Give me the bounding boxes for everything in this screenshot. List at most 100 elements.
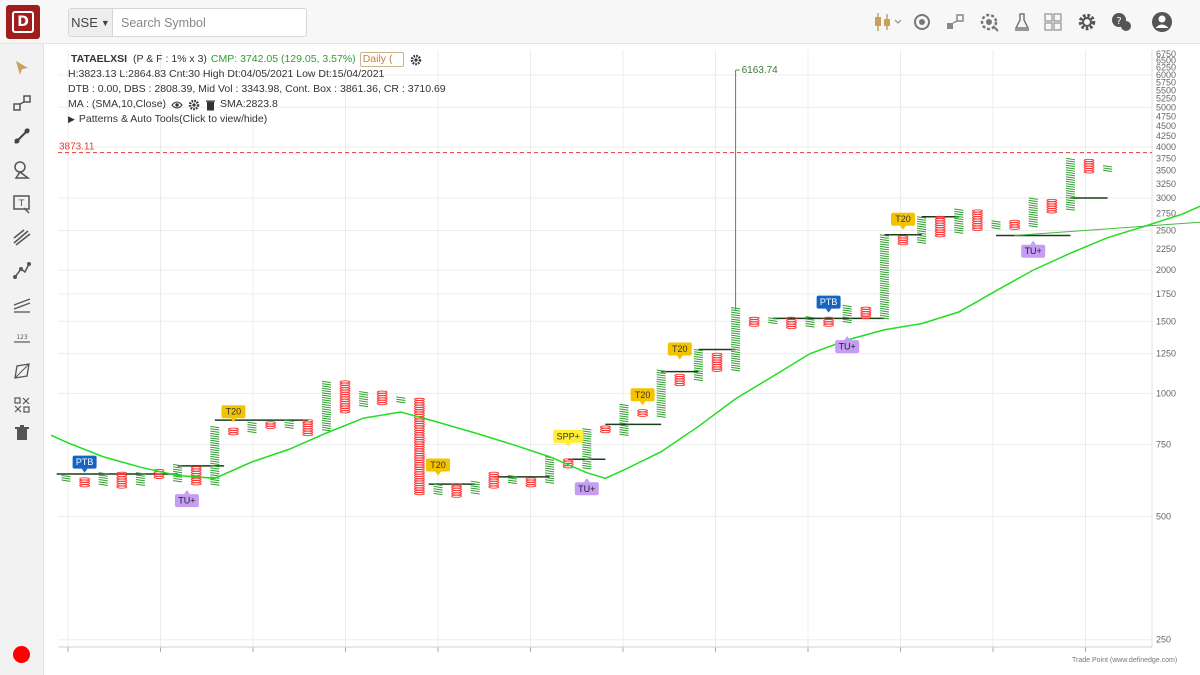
hide-drawings-icon[interactable] bbox=[10, 393, 34, 417]
x-mark bbox=[1065, 160, 1075, 163]
x-mark bbox=[135, 476, 145, 480]
o-column bbox=[376, 390, 388, 406]
x-mark bbox=[693, 376, 703, 379]
pointer-cursor-icon[interactable] bbox=[10, 56, 34, 80]
record-indicator[interactable] bbox=[13, 646, 30, 663]
x-mark bbox=[321, 390, 331, 393]
badge-label: TU+ bbox=[1025, 246, 1042, 256]
ma-settings-gear-icon[interactable] bbox=[188, 99, 200, 111]
x-mark bbox=[693, 360, 703, 363]
text-tool-icon[interactable]: T bbox=[10, 192, 34, 216]
x-mark bbox=[210, 432, 220, 436]
chart-area[interactable]: 6750 6500 6250 6000 5750 5500 5250 5000 4750 4500… bbox=[44, 44, 1200, 675]
x-mark bbox=[879, 259, 889, 262]
ma-row: MA : (SMA,10,Close) SMA:2823.8 bbox=[68, 97, 446, 112]
pitchfork-tool-icon[interactable] bbox=[10, 225, 34, 249]
x-mark bbox=[879, 310, 889, 313]
y-tick-label: 1000 bbox=[1156, 388, 1176, 398]
timeframe-select[interactable]: Daily ( bbox=[359, 52, 404, 67]
badge-box bbox=[667, 342, 692, 356]
x-mark bbox=[991, 222, 1001, 225]
x-column bbox=[396, 396, 406, 404]
delete-drawings-icon[interactable] bbox=[10, 421, 34, 445]
x-mark bbox=[359, 393, 369, 396]
x-mark bbox=[731, 330, 741, 333]
x-mark bbox=[1103, 167, 1113, 170]
x-mark bbox=[545, 474, 555, 477]
x-mark bbox=[1065, 187, 1075, 191]
x-mark bbox=[210, 465, 220, 468]
app-logo[interactable]: D bbox=[6, 5, 40, 39]
x-mark bbox=[1065, 199, 1075, 202]
trendline-tool-icon[interactable] bbox=[10, 124, 34, 148]
x-mark bbox=[1028, 222, 1038, 226]
x-mark bbox=[879, 271, 889, 274]
y-tick-label: 2250 bbox=[1156, 244, 1176, 254]
badge-box bbox=[1021, 244, 1046, 258]
x-mark bbox=[1065, 194, 1075, 197]
settings-alert-icon[interactable] bbox=[978, 11, 1000, 33]
x-mark bbox=[135, 472, 145, 475]
x-column bbox=[359, 391, 369, 408]
x-mark bbox=[619, 413, 629, 416]
x-mark bbox=[210, 453, 220, 456]
x-mark bbox=[656, 399, 666, 402]
x-mark bbox=[507, 474, 517, 478]
chart-settings-gear-icon[interactable] bbox=[410, 54, 422, 66]
x-mark bbox=[359, 397, 369, 401]
spike-label: 6163.74 bbox=[742, 65, 779, 76]
x-mark bbox=[656, 415, 666, 418]
x-column bbox=[61, 474, 71, 482]
o-column bbox=[413, 397, 425, 496]
channel-tool-icon[interactable] bbox=[10, 292, 34, 316]
x-mark bbox=[135, 481, 145, 484]
y-tick-label: 3750 bbox=[1156, 153, 1176, 163]
y-tick-label: 3000 bbox=[1156, 193, 1176, 203]
x-mark bbox=[879, 296, 889, 299]
ruler-tool-icon[interactable]: 123 bbox=[10, 326, 34, 350]
x-mark bbox=[879, 261, 889, 265]
eye-icon[interactable] bbox=[171, 100, 183, 110]
x-mark bbox=[210, 442, 220, 445]
o-column bbox=[1046, 198, 1058, 214]
signal-badge: TU+ bbox=[1021, 240, 1046, 258]
x-mark bbox=[1065, 183, 1075, 186]
x-mark bbox=[507, 479, 517, 482]
shapes-tool-icon[interactable] bbox=[10, 158, 34, 182]
scanner-icon[interactable] bbox=[1011, 11, 1033, 33]
top-bar: D NSE ▼ ? bbox=[0, 0, 1200, 44]
gear-icon[interactable] bbox=[1076, 11, 1098, 33]
x-mark bbox=[210, 430, 220, 433]
draw-tools-icon[interactable] bbox=[944, 11, 966, 33]
x-mark bbox=[656, 390, 666, 393]
x-mark bbox=[1065, 185, 1075, 188]
candlestick-chart-type-icon[interactable] bbox=[872, 11, 904, 33]
path-tool-icon[interactable] bbox=[10, 258, 34, 282]
patterns-label: Patterns & Auto Tools(Click to view/hide… bbox=[78, 113, 268, 125]
rectangle-tool-icon[interactable] bbox=[10, 91, 34, 115]
x-column bbox=[1065, 157, 1075, 211]
x-mark bbox=[1065, 178, 1075, 181]
x-mark bbox=[619, 408, 629, 411]
layout-grid-icon[interactable] bbox=[1042, 11, 1064, 33]
help-chat-icon[interactable]: ? bbox=[1110, 11, 1132, 33]
search-input[interactable] bbox=[113, 15, 303, 30]
x-mark bbox=[656, 374, 666, 377]
user-profile-icon[interactable] bbox=[1151, 11, 1173, 33]
x-mark bbox=[1065, 162, 1075, 165]
x-mark bbox=[582, 451, 592, 454]
exchange-dropdown[interactable]: NSE ▼ bbox=[69, 9, 113, 36]
snapshot-icon[interactable] bbox=[911, 11, 933, 33]
pnf-chart: 6750650062506000575055005250500047504500… bbox=[50, 49, 1200, 652]
o-mark bbox=[1009, 226, 1021, 230]
x-mark bbox=[954, 222, 964, 225]
x-column bbox=[247, 421, 257, 434]
x-column bbox=[619, 403, 629, 437]
x-mark bbox=[210, 451, 220, 454]
x-mark bbox=[98, 476, 108, 480]
x-mark bbox=[842, 304, 852, 308]
polygon-tool-icon[interactable] bbox=[10, 359, 34, 383]
badge-label: TU+ bbox=[178, 496, 195, 506]
ma-delete-icon[interactable] bbox=[205, 99, 216, 111]
patterns-toggle[interactable]: ▶ Patterns & Auto Tools(Click to view/hi… bbox=[68, 112, 446, 127]
